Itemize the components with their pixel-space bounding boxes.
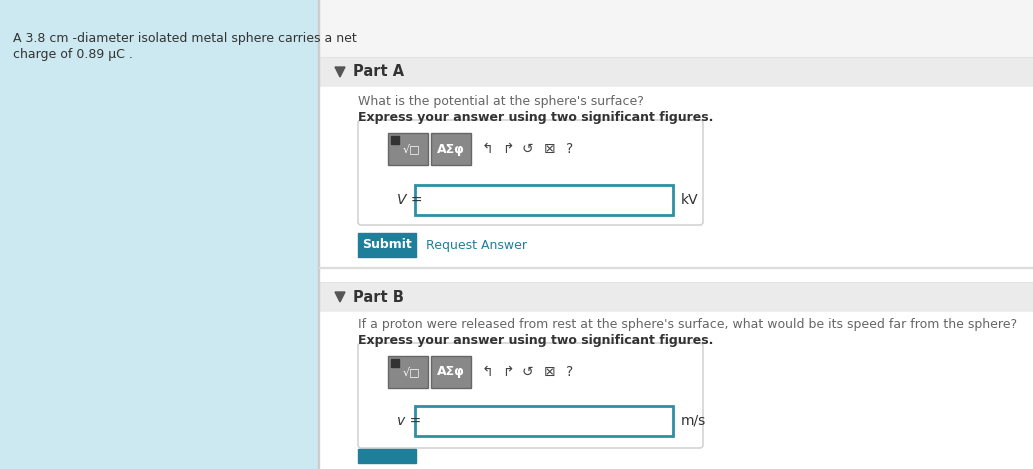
Text: ⊠: ⊠ (544, 142, 556, 156)
Text: ↰: ↰ (482, 142, 494, 156)
Text: Request Answer: Request Answer (426, 239, 527, 251)
Text: ↱: ↱ (502, 142, 513, 156)
Bar (0, 0, 318, 469)
Text: ↰: ↰ (482, 365, 494, 379)
Bar (392, 136, 399, 144)
Text: A 3.8 cm -diameter isolated metal sphere carries a net: A 3.8 cm -diameter isolated metal sphere… (13, 32, 356, 45)
Polygon shape (335, 292, 345, 302)
Bar (431, 133, 471, 165)
Text: Express your answer using two significant figures.: Express your answer using two significan… (358, 111, 714, 124)
Text: What is the potential at the sphere's surface?: What is the potential at the sphere's su… (358, 95, 644, 108)
FancyBboxPatch shape (358, 343, 703, 448)
Text: v =: v = (397, 414, 421, 428)
Text: ⊠: ⊠ (544, 365, 556, 379)
Bar (319, 282, 1033, 312)
Text: ↺: ↺ (522, 365, 534, 379)
Bar (319, 267, 1033, 268)
Text: ↺: ↺ (522, 142, 534, 156)
Bar (392, 359, 399, 367)
Text: charge of 0.89 μC .: charge of 0.89 μC . (13, 48, 133, 61)
FancyBboxPatch shape (380, 128, 700, 170)
FancyBboxPatch shape (358, 120, 703, 225)
Bar (358, 449, 416, 463)
Bar (319, 312, 1033, 469)
Text: m/s: m/s (681, 414, 707, 428)
Text: V =: V = (397, 193, 422, 207)
Bar (319, 0, 1033, 469)
Bar (415, 185, 674, 215)
Bar (358, 233, 416, 257)
Text: Submit: Submit (363, 239, 412, 251)
Text: kV: kV (681, 193, 698, 207)
Text: √□: √□ (402, 367, 419, 378)
Text: If a proton were released from rest at the sphere's surface, what would be its s: If a proton were released from rest at t… (358, 318, 1018, 331)
Bar (388, 133, 428, 165)
Text: Part B: Part B (353, 289, 404, 304)
Text: ?: ? (566, 365, 573, 379)
Text: ΑΣφ: ΑΣφ (437, 143, 465, 156)
Bar (431, 356, 471, 388)
Bar (319, 57, 1033, 87)
Text: Express your answer using two significant figures.: Express your answer using two significan… (358, 334, 714, 347)
Text: ?: ? (566, 142, 573, 156)
Text: ΑΣφ: ΑΣφ (437, 365, 465, 378)
Bar (388, 356, 428, 388)
Bar (319, 87, 1033, 302)
Bar (415, 406, 674, 436)
Text: Part A: Part A (353, 65, 404, 80)
Text: ↱: ↱ (502, 365, 513, 379)
Polygon shape (335, 67, 345, 77)
FancyBboxPatch shape (380, 351, 700, 393)
Text: √□: √□ (402, 144, 419, 154)
